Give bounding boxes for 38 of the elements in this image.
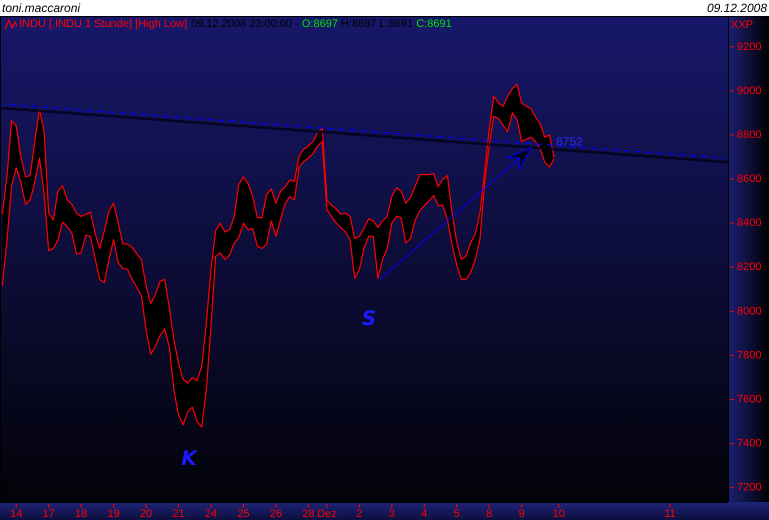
x-tick-label: 14 <box>10 508 22 520</box>
y-tick-label: 8800 <box>737 128 762 141</box>
text: XXP <box>731 19 754 31</box>
text: toni.maccaroni <box>2 1 80 15</box>
x-tick-label: 10 <box>552 508 565 520</box>
x-tick-label: 21 <box>172 508 185 520</box>
annotation: S <box>362 306 376 330</box>
chart-subtitle: 09.12.2008 23:00:00 - O:8697 H:8697 L:8691 C:8691 <box>191 18 452 30</box>
x-tick-label: 2 <box>356 508 362 520</box>
x-tick-label: 18 <box>75 508 88 520</box>
y-tick-label: 9200 <box>737 40 762 53</box>
x-tick-label: 19 <box>107 508 120 520</box>
y-tick-label: 8600 <box>737 173 762 186</box>
annotation: K <box>181 446 198 470</box>
x-tick-label: Dez <box>317 508 337 520</box>
annotation: 8752 <box>556 134 584 149</box>
chart-title: INDU [.INDU 1 Stunde] [High Low] <box>19 18 188 30</box>
y-tick-label: 7400 <box>737 438 762 450</box>
x-tick-label: 24 <box>204 508 218 520</box>
x-tick-label: 8 <box>486 508 492 520</box>
text: 09.12.2008 <box>706 1 768 15</box>
x-tick-label: 5 <box>454 508 460 520</box>
y-tick-label: 8000 <box>737 305 762 318</box>
x-tick-label: 25 <box>237 508 250 520</box>
y-tick-label: 7800 <box>737 349 762 362</box>
y-tick-label: 9000 <box>737 84 762 97</box>
x-tick-label: 20 <box>140 508 152 520</box>
y-tick-label: 8200 <box>737 261 762 274</box>
x-tick-label: 17 <box>42 508 55 520</box>
x-tick-label: 3 <box>388 508 395 520</box>
x-tick-label: 9 <box>518 508 525 520</box>
x-tick-label: 11 <box>664 508 676 520</box>
x-tick-label: 28 <box>302 508 314 520</box>
y-tick-label: 8400 <box>737 217 762 230</box>
x-tick-label: 26 <box>270 508 282 520</box>
y-tick-label: 7600 <box>737 393 762 406</box>
y-tick-label: 7200 <box>737 482 762 494</box>
x-tick-label: 4 <box>421 508 428 520</box>
